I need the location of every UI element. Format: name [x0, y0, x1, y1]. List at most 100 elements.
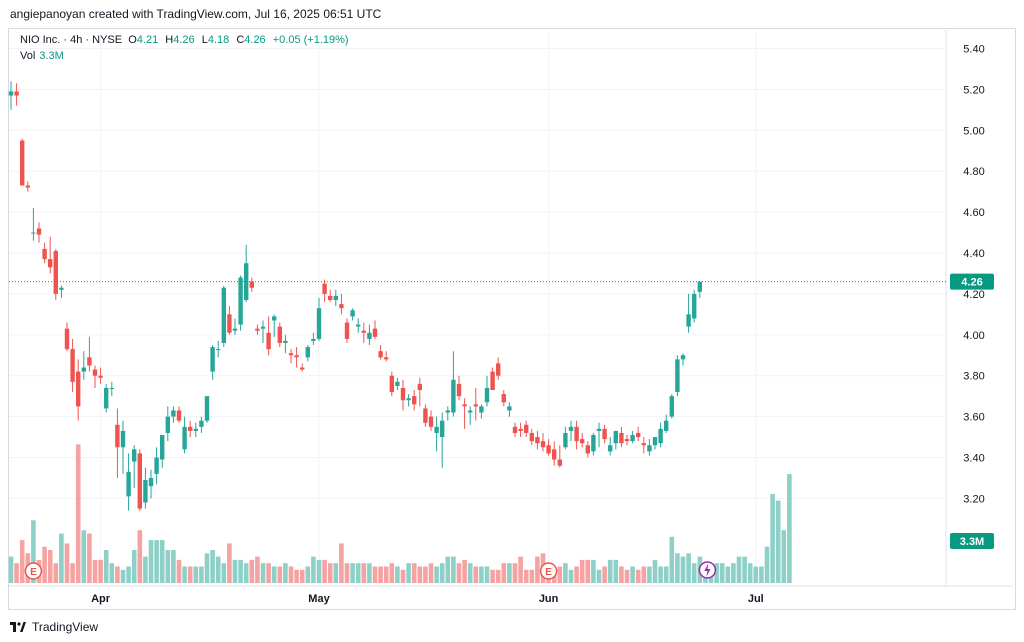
candle-body — [462, 404, 467, 407]
candle-body — [92, 369, 98, 376]
x-tick-label: Jun — [539, 593, 559, 605]
candle-body — [580, 439, 585, 444]
candle-body — [563, 432, 568, 448]
candle-body — [423, 408, 428, 423]
candle-body — [322, 283, 327, 294]
volume-bar — [311, 556, 316, 583]
candle-body — [412, 396, 417, 405]
volume-bar — [378, 566, 383, 583]
volume-bar — [731, 563, 736, 583]
volume-bar — [591, 559, 596, 583]
volume-bar — [680, 556, 686, 583]
candle-body — [613, 430, 618, 444]
candle-body — [529, 432, 534, 442]
volume-bar — [507, 563, 512, 583]
candle-body — [182, 426, 187, 450]
candle-body — [249, 281, 254, 288]
candle-body — [512, 426, 518, 433]
candle-body — [445, 410, 450, 413]
y-tick-label: 4.40 — [963, 248, 984, 260]
volume-bar — [344, 563, 350, 583]
candle-body — [221, 287, 226, 343]
volume-bar — [171, 550, 176, 583]
candle-body — [160, 435, 165, 460]
open-label: O — [128, 34, 137, 46]
candle-body — [686, 314, 691, 327]
volume-bar — [563, 563, 568, 583]
volume-bar — [736, 556, 742, 583]
candle-body — [395, 381, 400, 386]
candle-body — [484, 387, 490, 403]
volume-bar — [787, 474, 792, 583]
candle-body — [507, 406, 512, 411]
volume-bar — [103, 550, 109, 583]
volume-bar — [53, 563, 59, 583]
volume-bar — [372, 566, 378, 583]
volume-bar — [339, 543, 344, 583]
candle-body — [120, 430, 126, 448]
candle-body — [227, 314, 232, 333]
volume-bar — [462, 559, 467, 583]
candle-body — [596, 428, 602, 431]
volume-bar — [439, 563, 445, 583]
candle-body — [8, 91, 14, 96]
y-tick-label: 3.20 — [963, 493, 984, 505]
volume-bar — [428, 563, 434, 583]
volume-bar — [288, 566, 294, 583]
volume-bar — [143, 556, 148, 583]
candle-body — [384, 357, 389, 360]
volume-bar — [19, 540, 25, 583]
candle-body — [70, 349, 75, 382]
attribution-header: angiepanoyan created with TradingView.co… — [10, 7, 382, 21]
candle-body — [305, 347, 310, 358]
candle-body — [204, 396, 210, 421]
volume-bar — [187, 566, 193, 583]
candle-body — [148, 477, 154, 487]
candle-body — [171, 410, 176, 417]
close-label: C — [236, 34, 245, 46]
candle-body — [59, 287, 64, 290]
volume-bar — [193, 566, 199, 583]
volume-legend: Vol 3.3M — [20, 50, 64, 62]
earnings-marker-icon — [539, 562, 558, 580]
volume-bar — [770, 493, 775, 583]
volume-bar — [467, 563, 473, 583]
volume-bar — [294, 569, 299, 583]
candle-body — [36, 228, 42, 235]
volume-bar — [641, 566, 647, 583]
candle-body — [216, 349, 221, 351]
candle-body — [406, 398, 411, 401]
x-tick-label: Jul — [748, 593, 764, 605]
candle-body — [176, 410, 182, 421]
volume-bar — [568, 569, 574, 583]
volume-bar — [361, 563, 367, 583]
volume-bar — [14, 563, 19, 583]
volume-bar — [579, 559, 585, 583]
volume-bar — [518, 556, 523, 583]
candle-body — [451, 379, 456, 413]
volume-bar — [725, 566, 731, 583]
y-tick-label: 4.00 — [963, 330, 984, 342]
candle-body — [143, 479, 148, 503]
candle-body — [585, 445, 590, 454]
candle-body — [316, 308, 322, 339]
footer-brand[interactable]: TradingView — [10, 620, 98, 634]
candle-body — [501, 394, 506, 403]
volume-bar — [92, 559, 98, 583]
volume-bar — [182, 566, 187, 583]
volume-bar — [607, 559, 613, 583]
volume-bar — [221, 563, 227, 583]
symbol-label[interactable]: NIO Inc. · 4h · NYSE — [20, 34, 123, 46]
candle-body — [25, 185, 30, 188]
volume-bar — [126, 566, 131, 583]
volume-bar — [98, 559, 103, 583]
y-tick-label: 4.60 — [963, 207, 984, 219]
y-tick-label: 4.20 — [963, 289, 984, 301]
candle-body — [378, 351, 383, 358]
low-value: 4.18 — [207, 34, 230, 46]
volume-label[interactable]: Vol — [20, 50, 36, 62]
volume-bar — [512, 563, 518, 583]
volume-bar — [75, 444, 81, 583]
volume-bar — [596, 569, 602, 583]
